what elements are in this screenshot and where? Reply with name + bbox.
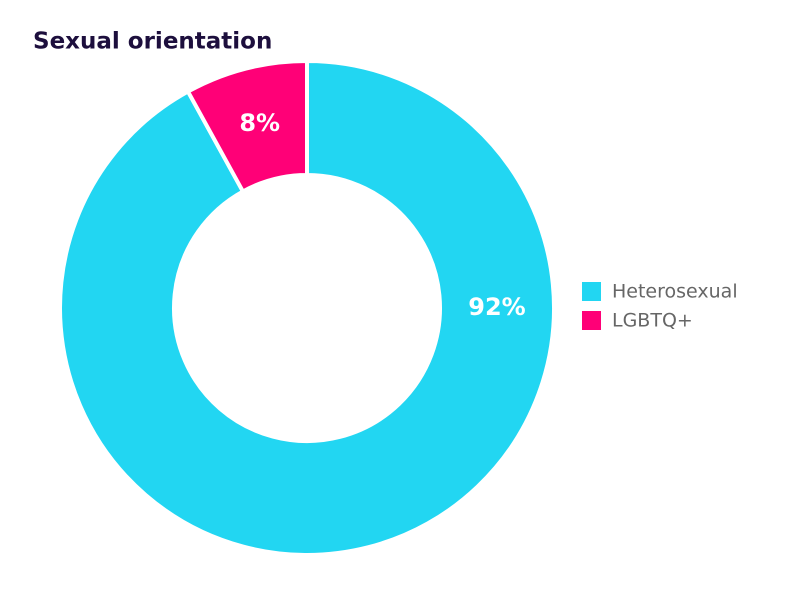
legend-label: Heterosexual	[612, 281, 738, 303]
slice	[58, 59, 556, 557]
legend-swatch	[582, 282, 601, 301]
legend-label: LGBTQ+	[612, 310, 693, 332]
value-label: 92%	[468, 293, 525, 321]
legend-swatch	[582, 311, 601, 330]
chart-title: Sexual orientation	[33, 29, 272, 55]
value-label: 8%	[239, 109, 280, 137]
slice	[186, 59, 309, 194]
